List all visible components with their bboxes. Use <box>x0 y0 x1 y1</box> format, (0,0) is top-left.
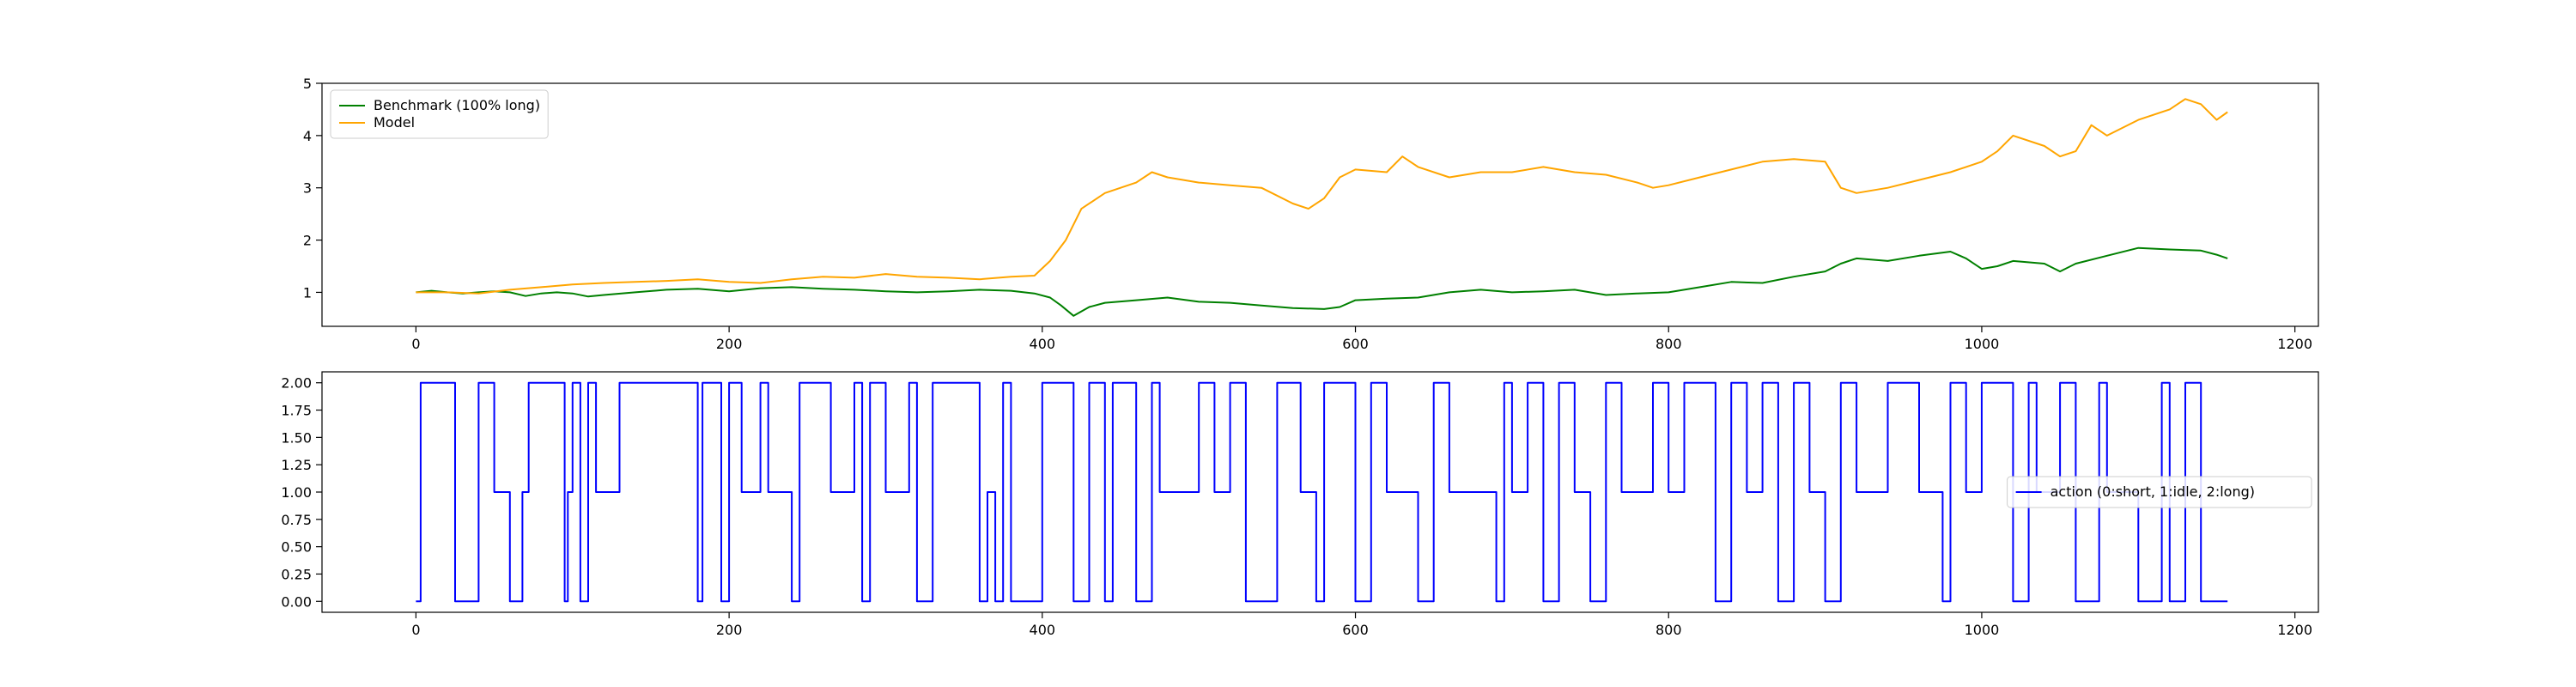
x-tick-label: 400 <box>1030 622 1056 638</box>
axes-frame <box>321 82 2319 327</box>
x-tick-label: 400 <box>1030 336 1056 352</box>
y-tick-label: 3 <box>303 180 312 197</box>
y-tick-label: 4 <box>303 128 312 144</box>
legend-label: action (0:short, 1:idle, 2:long) <box>2050 483 2255 500</box>
x-tick-label: 0 <box>411 622 420 638</box>
x-tick-label: 200 <box>716 336 743 352</box>
legend-box <box>2007 476 2312 508</box>
y-tick-label: 0.50 <box>281 539 312 556</box>
legend-label: Model <box>374 114 415 131</box>
action-panel: 0 200 400 600 800 1000 1200 0.00 0.25 0.50 0.75 1.0… <box>281 371 2319 638</box>
y-tick-label: 2.00 <box>281 375 312 392</box>
y-tick-label: 1.75 <box>281 403 312 419</box>
y-tick-label: 1.00 <box>281 484 312 501</box>
series-line-model <box>416 98 2228 295</box>
portfolio-value-panel: 0 200 400 600 800 1000 1200 1 2 3 4 5 Benchmark (100… <box>303 76 2319 352</box>
y-tick-label: 1.50 <box>281 429 312 446</box>
y-tick-label: 0.75 <box>281 512 312 528</box>
series-line-action <box>416 381 2228 603</box>
y-tick-label: 2 <box>303 233 312 249</box>
y-tick-label: 1 <box>303 284 312 301</box>
legend-label: Benchmark (100% long) <box>374 97 540 113</box>
legend: action (0:short, 1:idle, 2:long) <box>2007 476 2312 508</box>
x-tick-label: 600 <box>1342 336 1369 352</box>
x-tick-label: 1200 <box>2277 336 2312 352</box>
x-tick-label: 200 <box>716 622 743 638</box>
x-tick-label: 1000 <box>1965 336 2000 352</box>
x-tick-label: 800 <box>1656 336 1682 352</box>
x-tick-label: 800 <box>1656 622 1682 638</box>
y-tick-label: 0.00 <box>281 593 312 610</box>
legend: Benchmark (100% long)Model <box>330 89 549 139</box>
series-line-benchmark <box>416 246 2228 317</box>
x-tick-label: 1200 <box>2277 622 2312 638</box>
legend-box <box>330 89 549 139</box>
y-tick-label: 5 <box>303 76 312 92</box>
y-tick-label: 1.25 <box>281 457 312 473</box>
y-tick-label: 0.25 <box>281 566 312 582</box>
x-tick-label: 1000 <box>1965 622 2000 638</box>
x-tick-label: 0 <box>411 336 420 352</box>
x-tick-label: 600 <box>1342 622 1369 638</box>
